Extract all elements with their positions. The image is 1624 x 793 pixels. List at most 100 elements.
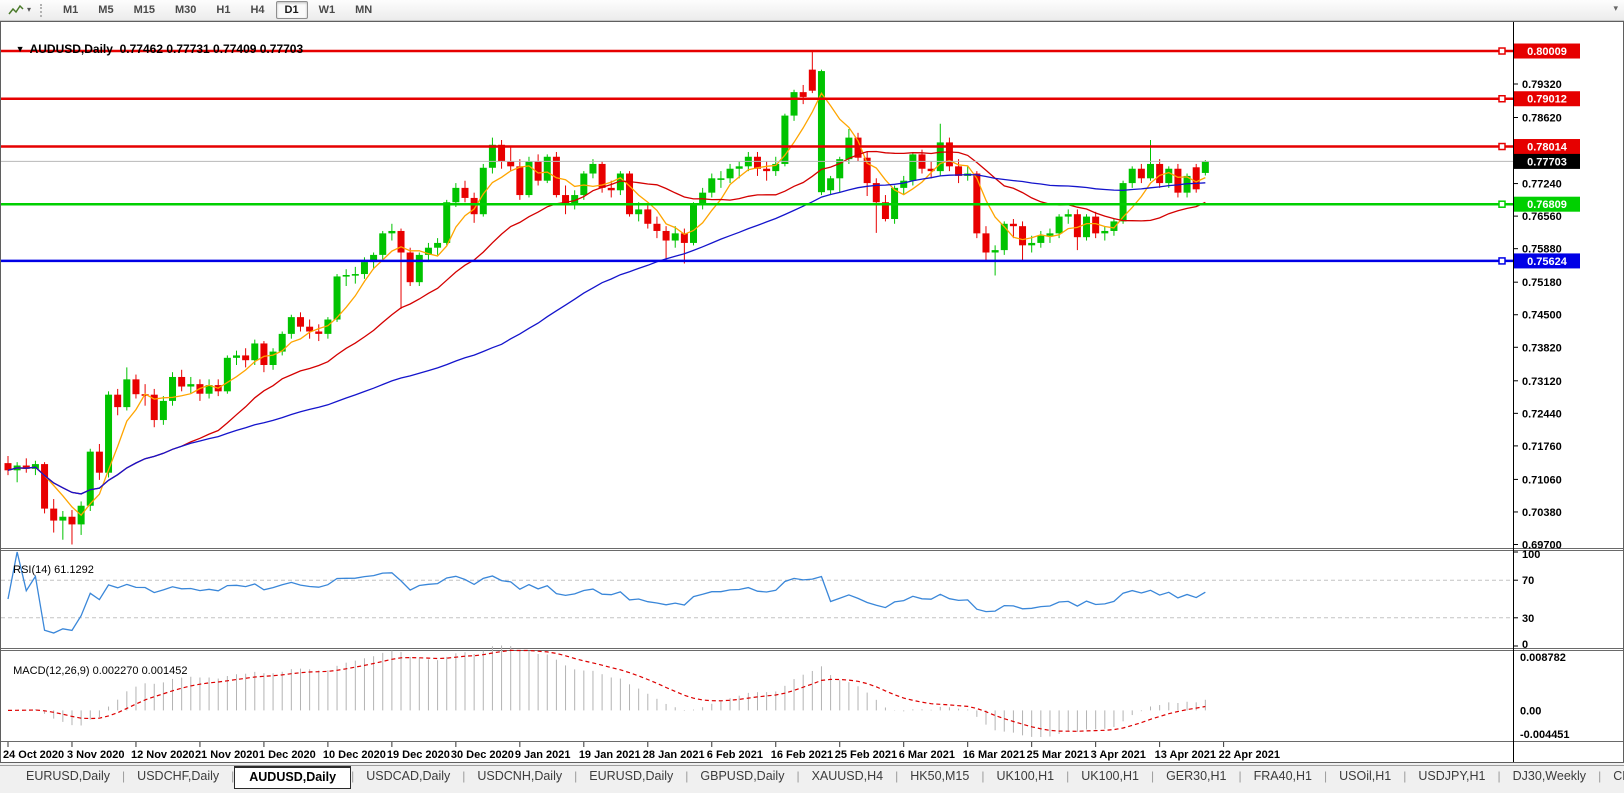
tab-ger30-h1[interactable]: GER30,H1 — [1166, 769, 1227, 783]
timeframe-button-group: M1 M5 M15 M30 H1 H4 D1 W1 MN — [53, 0, 382, 20]
tab-eurusd-daily[interactable]: EURUSD,Daily — [589, 769, 674, 783]
candle — [534, 161, 542, 181]
tab-usdcnh-daily[interactable]: USDCNH,Daily — [477, 769, 563, 783]
tab-dj30-weekly[interactable]: DJ30,Weekly — [1512, 769, 1587, 783]
line-drag-handle[interactable] — [1498, 47, 1506, 55]
chart-expander-icon[interactable]: ▼ — [15, 44, 25, 54]
timeframe-button-m15[interactable]: M15 — [133, 3, 155, 16]
tab-china300-h1[interactable]: CHINA300,H1 — [1613, 769, 1624, 783]
line-drag-handle[interactable] — [1498, 257, 1506, 265]
tab-gbpusd-daily[interactable]: GBPUSD,Daily — [700, 769, 785, 783]
tab-usdchf-daily[interactable]: USDCHF,Daily — [137, 769, 220, 783]
candle — [690, 204, 697, 243]
tab-hk50-m15[interactable]: HK50,M15 — [910, 769, 970, 783]
candle — [178, 376, 186, 387]
candle — [1083, 216, 1091, 238]
line-drag-handle[interactable] — [1498, 142, 1506, 151]
candle — [86, 451, 94, 506]
tab-usoil-h1[interactable]: USOil,H1 — [1339, 769, 1392, 783]
tab-separator: | — [895, 769, 899, 783]
timeframe-button-w1[interactable]: W1 — [318, 3, 336, 16]
price-axis-tick: 0.73820 — [1522, 342, 1562, 354]
tab-usdjpy-h1[interactable]: USDJPY,H1 — [1418, 769, 1486, 783]
chart-window-frame — [0, 21, 1624, 763]
candle — [598, 163, 606, 188]
date-axis-label: 12 Nov 2020 — [131, 749, 195, 761]
candle — [388, 230, 396, 234]
chart-tab-bar: EURUSD,Daily | USDCHF,Daily | AUDUSD,Daily | U… — [0, 765, 1624, 793]
toolbar-grip[interactable] — [40, 3, 46, 17]
tab-usdcad-daily[interactable]: USDCAD,Daily — [366, 769, 451, 783]
line-chart-icon — [8, 4, 24, 15]
candle — [324, 319, 332, 334]
candle — [836, 159, 844, 179]
line-drag-handle[interactable] — [1498, 94, 1506, 103]
tab-separator: | — [796, 769, 800, 783]
tab-xauusd-h4[interactable]: XAUUSD,H4 — [811, 769, 884, 783]
candle — [159, 400, 167, 421]
candle — [881, 202, 889, 219]
candle — [909, 154, 917, 181]
tab-uk100-h1[interactable]: UK100,H1 — [996, 769, 1055, 783]
candle — [626, 173, 634, 215]
top-toolbar: ▾ M1 M5 M15 M30 H1 H4 D1 W1 MN ▾ — [0, 0, 1624, 21]
candle — [927, 168, 935, 172]
timeframe-button-m1[interactable]: M1 — [63, 3, 79, 16]
candle — [580, 173, 588, 196]
price-axis-tick: 0.72440 — [1522, 408, 1562, 420]
candle — [644, 209, 652, 224]
tab-separator: | — [685, 769, 689, 783]
candle — [1009, 223, 1017, 227]
price-line-label: 0.80009 — [1527, 46, 1567, 58]
chart-title-symbol: AUDUSD,Daily — [29, 42, 113, 56]
date-axis-label: 9 Jan 2021 — [515, 749, 571, 761]
tab-uk100-h1[interactable]: UK100,H1 — [1081, 769, 1139, 783]
date-axis-label: 19 Dec 2020 — [387, 749, 450, 761]
toolbar-overflow-button[interactable]: ▾ — [1613, 3, 1618, 13]
ma-fast-line — [7, 92, 1206, 517]
date-axis-label: 16 Feb 2021 — [771, 749, 833, 761]
candle — [753, 156, 761, 169]
timeframe-button-m5[interactable]: M5 — [98, 3, 114, 16]
candle — [726, 168, 734, 179]
macd-signal-value: 0.001452 — [141, 665, 188, 677]
line-drag-handle[interactable] — [1498, 200, 1506, 208]
tab-separator: | — [1066, 769, 1070, 783]
candle — [1110, 221, 1118, 231]
candle — [1046, 233, 1054, 236]
candle — [370, 254, 378, 263]
candle — [1073, 214, 1081, 238]
tab-eurusd-daily[interactable]: EURUSD,Daily — [26, 769, 111, 783]
candle — [31, 464, 39, 469]
candle — [653, 223, 661, 231]
tab-separator: | — [1324, 769, 1328, 783]
price-axis-tick: 0.71060 — [1522, 474, 1562, 486]
macd-signal-line — [7, 649, 1206, 732]
candle — [507, 161, 515, 167]
price-line-label-box — [1514, 153, 1580, 169]
chart-tool-button[interactable]: ▾ — [4, 2, 35, 19]
timeframe-button-mn[interactable]: MN — [355, 3, 373, 16]
candle — [251, 343, 259, 361]
price-axis-tick: 0.70380 — [1522, 507, 1562, 519]
date-axis-label: 6 Feb 2021 — [707, 749, 763, 761]
timeframe-button-m30[interactable]: M30 — [174, 3, 197, 16]
price-line-label-box — [1514, 139, 1580, 155]
date-axis-label: 19 Jan 2021 — [579, 749, 641, 761]
tab-audusd-daily[interactable]: AUDUSD,Daily — [234, 766, 352, 789]
candle — [1092, 216, 1100, 234]
price-axis-tick: 0.79320 — [1522, 79, 1562, 91]
candle — [662, 230, 670, 241]
timeframe-button-h1[interactable]: H1 — [216, 3, 231, 16]
price-line-label-box — [1514, 196, 1580, 212]
timeframe-button-d1[interactable]: D1 — [275, 0, 308, 20]
timeframe-button-h4[interactable]: H4 — [250, 3, 265, 16]
candle — [306, 326, 314, 332]
candle — [1055, 216, 1063, 234]
candle — [269, 351, 277, 365]
tab-separator: | — [1150, 769, 1155, 783]
candle — [589, 163, 597, 174]
tab-fra40-h1[interactable]: FRA40,H1 — [1253, 769, 1312, 783]
candle — [95, 451, 103, 473]
